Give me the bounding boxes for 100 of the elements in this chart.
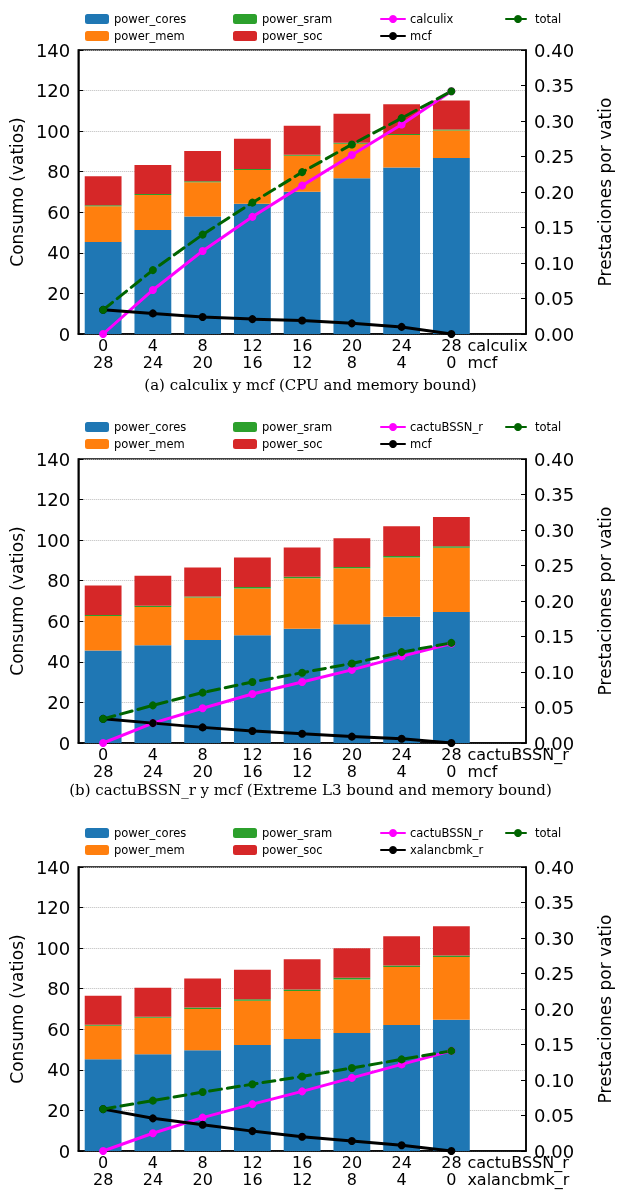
legend-label: total <box>535 12 562 26</box>
y2-tick-label: 0.35 <box>534 892 575 913</box>
y2-tick-label: 0.35 <box>534 75 575 96</box>
y-tick-label: 80 <box>47 161 71 183</box>
y-tick-label: 100 <box>35 937 71 959</box>
x-tick-label: 20 8 <box>341 1153 363 1189</box>
x-tick-label: 20 8 <box>341 336 363 372</box>
x-tick-label: 0 28 <box>92 1153 114 1189</box>
legend-label: cactuBSSN_r <box>410 420 484 434</box>
x-tick-label: 0 28 <box>92 336 114 372</box>
y-tick-label: 120 <box>35 80 71 102</box>
y2-tick-label: 0.00 <box>534 323 575 345</box>
x-tick-label: 0 28 <box>92 745 114 781</box>
x-tick-label: 28 0 <box>441 336 462 372</box>
x-tick-label: 8 20 <box>192 336 213 372</box>
legend-label: total <box>535 826 562 840</box>
x-tick-label: 12 16 <box>242 336 263 372</box>
y-tick-label: 0 <box>58 323 71 345</box>
x-tick-label: 8 20 <box>192 745 213 781</box>
legend-label: power_cores <box>114 420 187 434</box>
y-tick-label: 20 <box>47 1099 71 1121</box>
legend-label: mcf <box>410 29 433 43</box>
y2-tick-label: 0.20 <box>534 998 575 1020</box>
legend-label: power_mem <box>114 843 185 857</box>
y-tick-label: 60 <box>47 610 71 632</box>
y2-tick-label: 0.10 <box>534 661 575 683</box>
y-tick-label: 100 <box>35 120 71 142</box>
y2-tick-label: 0.15 <box>534 1034 575 1055</box>
legend-label: power_cores <box>114 826 187 840</box>
x-tick-label: 24 4 <box>391 745 412 781</box>
y-tick-label: 20 <box>47 282 71 304</box>
legend-label: power_soc <box>262 437 323 451</box>
x-tick-label: 20 8 <box>341 745 363 781</box>
x-tick-label: 28 0 <box>441 745 462 781</box>
y2-tick-label: 0.05 <box>534 288 575 309</box>
x-tick-label: 8 20 <box>192 1153 213 1189</box>
x-tick-label: 4 24 <box>142 745 164 781</box>
y2-tick-label: 0.30 <box>534 110 575 132</box>
y2-tick-label: 0.40 <box>534 39 575 61</box>
x-tick-label: 12 16 <box>242 745 263 781</box>
y2-axis-title: Prestaciones por vatio <box>594 506 615 696</box>
y-tick-label: 140 <box>35 856 71 878</box>
y-axis-title: Consumo (vatios) <box>6 117 27 267</box>
x-tick-label: 16 12 <box>291 1153 313 1189</box>
y-tick-label: 0 <box>58 732 71 754</box>
legend-label: xalancbmk_r <box>410 843 484 857</box>
legend-label: total <box>535 420 562 434</box>
y2-tick-label: 0.40 <box>534 856 575 878</box>
x-tick-label: 4 24 <box>142 1153 164 1189</box>
y2-tick-label: 0.10 <box>534 252 575 274</box>
legend-label: power_soc <box>262 843 323 857</box>
text: (a) calculix y mcf (CPU and memory bound) <box>144 375 477 394</box>
y2-tick-label: 0.30 <box>534 519 575 541</box>
y2-tick-label: 0.15 <box>534 626 575 647</box>
x-tick-label: 24 4 <box>391 1153 412 1189</box>
x-tick-label: 28 0 <box>441 1153 462 1189</box>
legend-label: power_sram <box>262 12 333 26</box>
y2-tick-label: 0.20 <box>534 181 575 203</box>
x-tick-label: 16 12 <box>291 336 313 372</box>
y-tick-label: 60 <box>47 201 71 223</box>
y2-axis-title: Prestaciones por vatio <box>594 914 615 1104</box>
y2-tick-label: 0.25 <box>534 555 575 576</box>
y-tick-label: 60 <box>47 1018 71 1040</box>
y-tick-label: 140 <box>35 39 71 61</box>
y2-tick-label: 0.05 <box>534 697 575 718</box>
text: (b) cactuBSSN_r y mcf (Extreme L3 bound and memory bound) <box>69 780 552 799</box>
y-tick-label: 0 <box>58 1140 71 1162</box>
legend-label: cactuBSSN_r <box>410 826 484 840</box>
y-tick-label: 140 <box>35 448 71 470</box>
legend-label: power_sram <box>262 826 333 840</box>
y-axis-title: Consumo (vatios) <box>6 934 27 1084</box>
legend-label: power_mem <box>114 29 185 43</box>
legend-label: power_sram <box>262 420 333 434</box>
y2-tick-label: 0.35 <box>534 484 575 505</box>
y-axis-title: Consumo (vatios) <box>6 526 27 676</box>
y-tick-label: 80 <box>47 978 71 1000</box>
y-tick-label: 120 <box>35 897 71 919</box>
legend-label: calculix <box>410 12 454 26</box>
y2-tick-label: 0.40 <box>534 448 575 470</box>
legend-label: mcf <box>410 437 433 451</box>
y2-tick-label: 0.20 <box>534 590 575 612</box>
x-tick-label: 12 16 <box>242 1153 263 1189</box>
y-tick-label: 100 <box>35 529 71 551</box>
x-tick-label: 24 4 <box>391 336 412 372</box>
y-tick-label: 80 <box>47 570 71 592</box>
y2-tick-label: 0.25 <box>534 146 575 167</box>
legend-label: power_cores <box>114 12 187 26</box>
y-tick-label: 120 <box>35 489 71 511</box>
x-axis-title: calculix mcf <box>467 336 528 372</box>
y2-axis-title: Prestaciones por vatio <box>594 97 615 287</box>
y2-tick-label: 0.30 <box>534 927 575 949</box>
y2-tick-label: 0.25 <box>534 963 575 984</box>
legend-label: power_soc <box>262 29 323 43</box>
legend-label: power_mem <box>114 437 185 451</box>
y-tick-label: 20 <box>47 691 71 713</box>
y2-tick-label: 0.15 <box>534 217 575 238</box>
y2-tick-label: 0.05 <box>534 1105 575 1126</box>
y2-tick-label: 0.10 <box>534 1069 575 1091</box>
x-tick-label: 16 12 <box>291 745 313 781</box>
x-tick-label: 4 24 <box>142 336 164 372</box>
